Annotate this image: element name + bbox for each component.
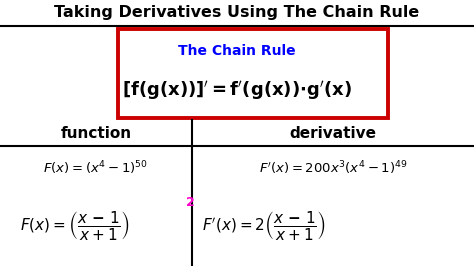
Text: The Chain Rule: The Chain Rule: [178, 44, 296, 58]
Text: $F(x) = \left(\dfrac{x\ \mathbf{-}\ 1}{x + 1}\right)$: $F(x) = \left(\dfrac{x\ \mathbf{-}\ 1}{x…: [20, 209, 130, 242]
Text: Taking Derivatives Using The Chain Rule: Taking Derivatives Using The Chain Rule: [55, 6, 419, 20]
Text: $\mathbf{2}$: $\mathbf{2}$: [185, 197, 195, 210]
Text: $F'(x) = 2\left(\dfrac{x\ \mathbf{-}\ 1}{x + 1}\right)$: $F'(x) = 2\left(\dfrac{x\ \mathbf{-}\ 1}…: [202, 209, 326, 242]
Text: derivative: derivative: [290, 126, 376, 140]
Text: $\mathbf{[f(g(x))]' = f'(g(x)){\cdot}g'(x)}$: $\mathbf{[f(g(x))]' = f'(g(x)){\cdot}g'(…: [122, 78, 352, 102]
Text: $F(x) = (x^4 - 1)^{50}$: $F(x) = (x^4 - 1)^{50}$: [44, 159, 148, 177]
Text: $F'(x) = 200x^3(x^4 - 1)^{49}$: $F'(x) = 200x^3(x^4 - 1)^{49}$: [259, 159, 407, 177]
Text: function: function: [60, 126, 132, 140]
Bar: [118, 29, 388, 118]
